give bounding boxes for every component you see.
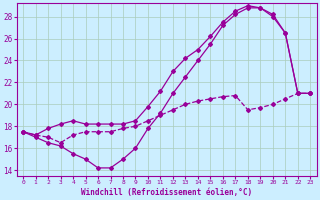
X-axis label: Windchill (Refroidissement éolien,°C): Windchill (Refroidissement éolien,°C) xyxy=(81,188,252,197)
